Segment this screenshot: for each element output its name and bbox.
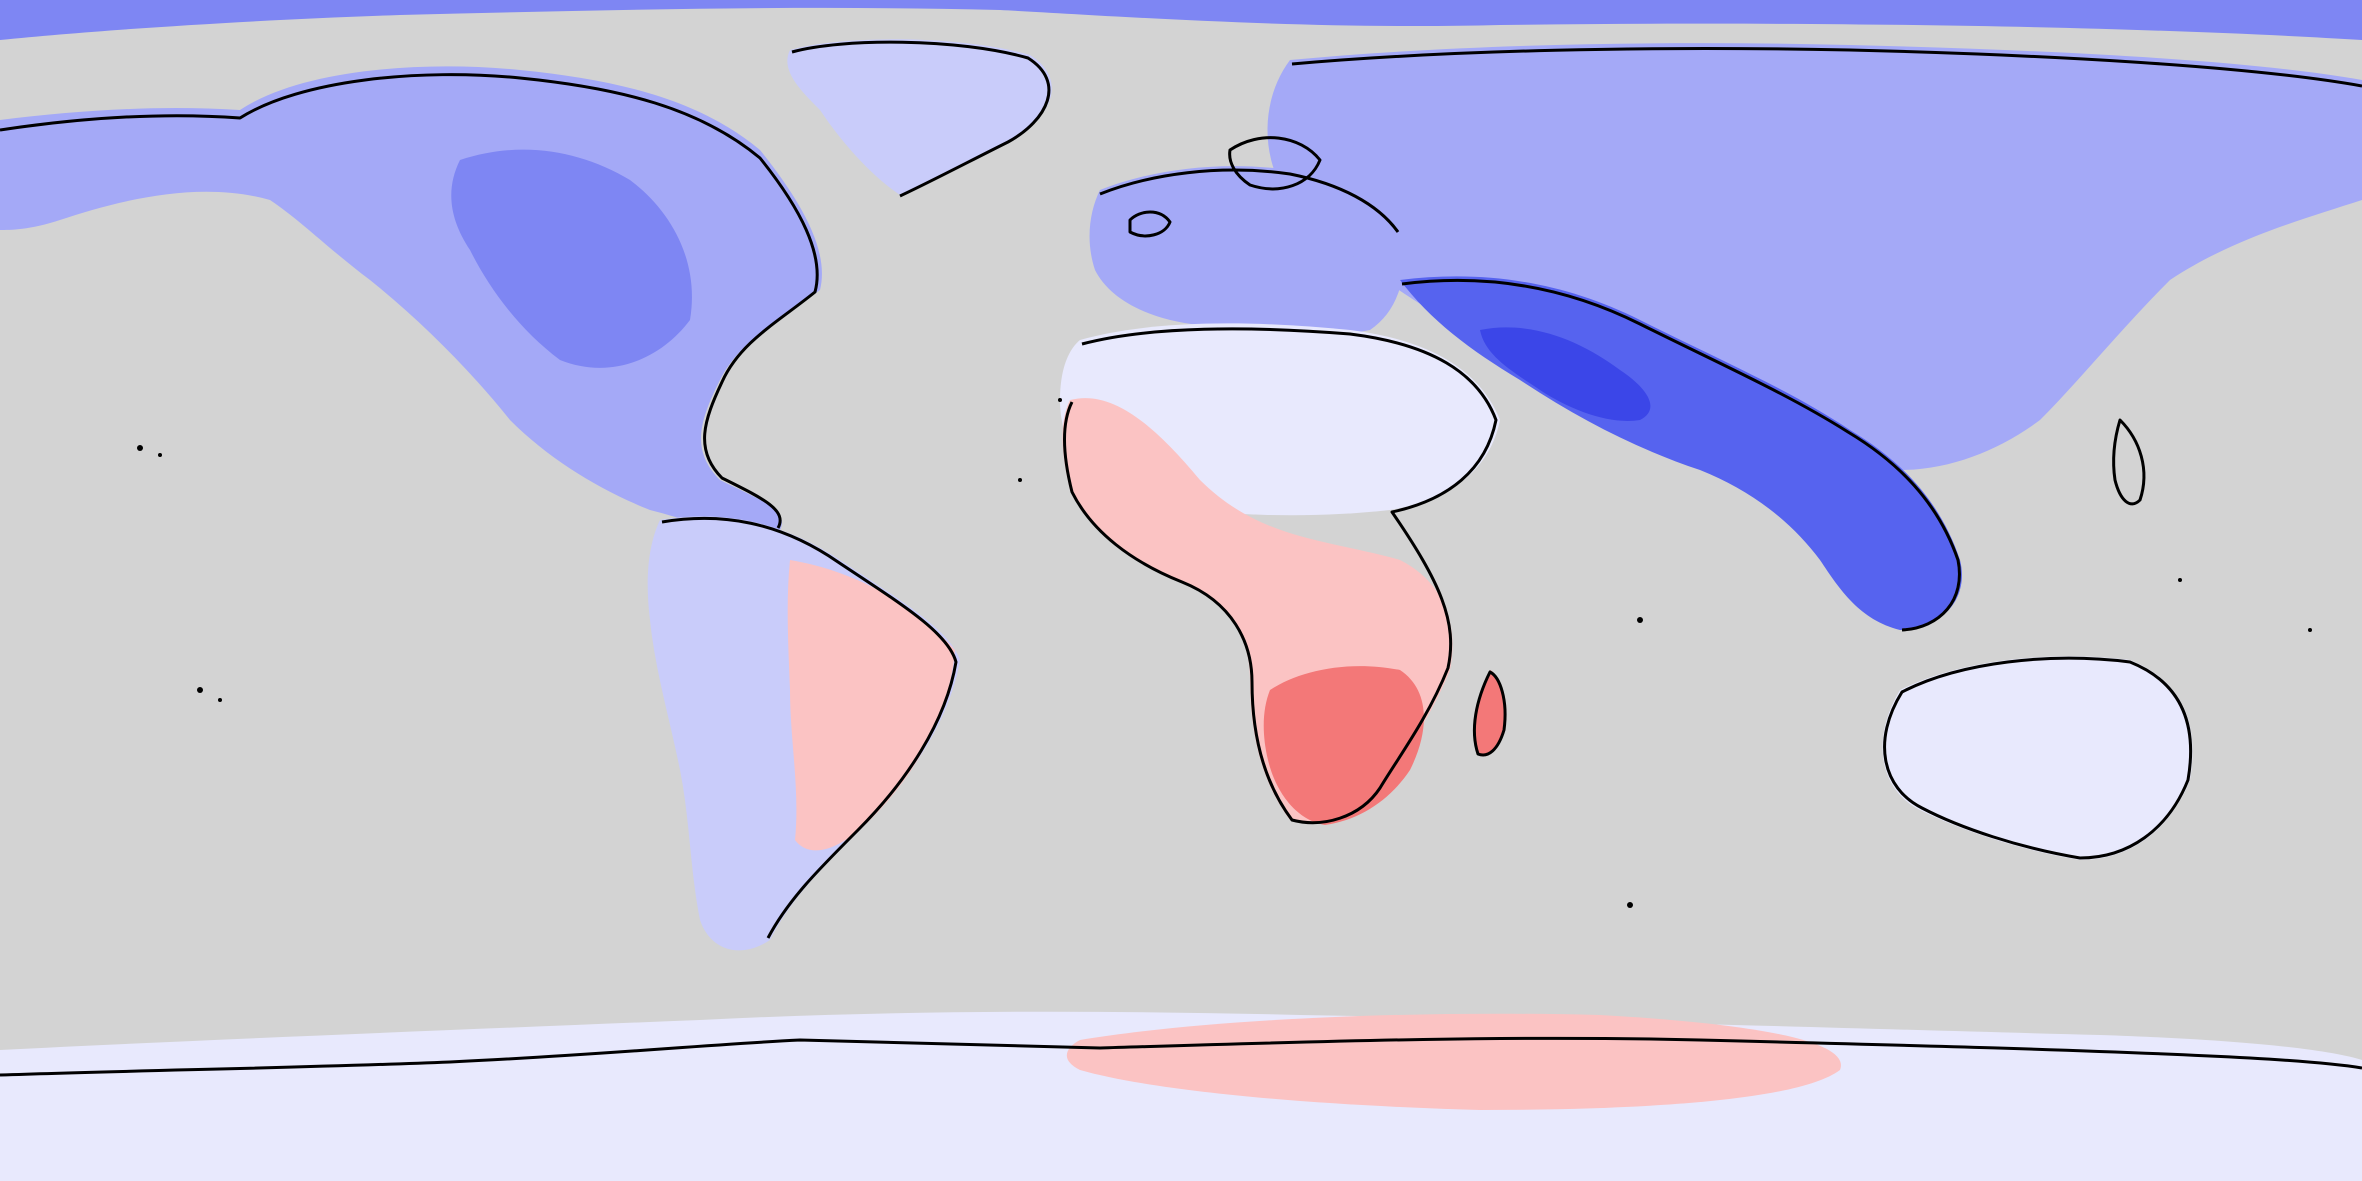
region-arctic-band xyxy=(0,0,2362,40)
region-canada-core xyxy=(451,149,692,368)
region-greenland xyxy=(787,39,1052,196)
islands xyxy=(137,398,2312,908)
coastlines xyxy=(0,40,2362,1077)
region-asia xyxy=(1267,43,2362,470)
region-australia xyxy=(1882,656,2193,860)
region-brazil xyxy=(787,560,955,851)
region-southern-africa xyxy=(1263,666,1424,825)
region-himalaya xyxy=(1480,327,1651,421)
